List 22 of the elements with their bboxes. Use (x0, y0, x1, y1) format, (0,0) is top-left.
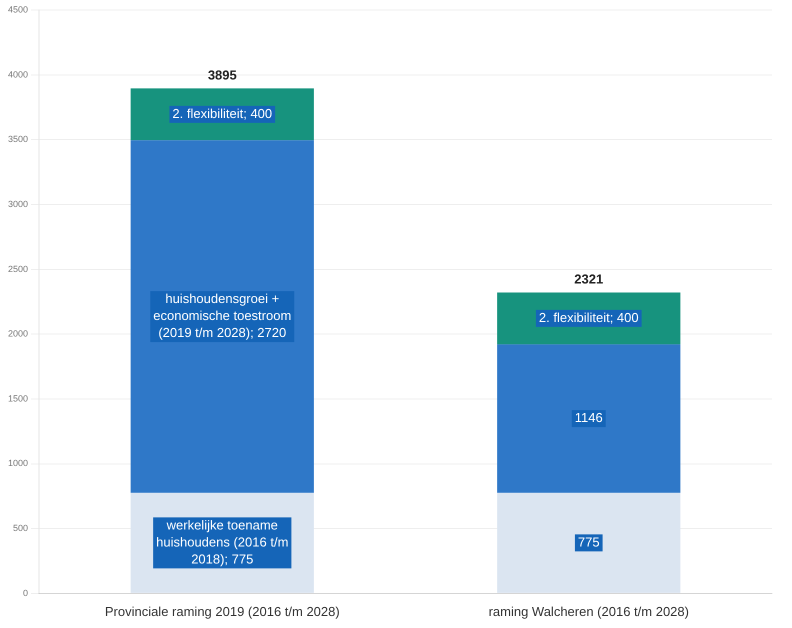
bar (497, 492, 680, 593)
y-tick-label: 2500 (8, 264, 28, 274)
data-label: huishoudensgroei + economische toestroom (2019 t/m 2028); 2720 (153, 291, 292, 340)
y-tick-label: 2000 (8, 328, 28, 339)
data-label: 2. flexibiliteit; 400 (538, 310, 639, 325)
total-label: 3895 (208, 68, 237, 83)
x-tick-label: raming Walcheren (2016 t/m 2028) (488, 604, 689, 619)
y-tick-label: 3500 (8, 134, 28, 144)
y-tick-label: 0 (23, 588, 28, 598)
data-label: werkelijke toename huishoudens (2016 t/m 2018); 775 (156, 517, 288, 566)
bar (497, 344, 680, 493)
data-label: 775 (578, 534, 600, 550)
data-label: 2. flexibiliteit; 400 (172, 106, 272, 121)
data-label: 1146 (574, 410, 603, 426)
y-tick-label: 500 (12, 523, 28, 534)
total-label: 2321 (574, 272, 604, 287)
x-tick-label: Provinciale raming 2019 (2016 t/m 2028) (104, 604, 340, 619)
y-tick-label: 1500 (8, 393, 28, 404)
y-tick-label: 3000 (8, 198, 28, 209)
y-tick-label: 4000 (8, 69, 28, 80)
y-tick-label: 1000 (8, 458, 28, 468)
y-tick-label: 4500 (8, 4, 28, 14)
